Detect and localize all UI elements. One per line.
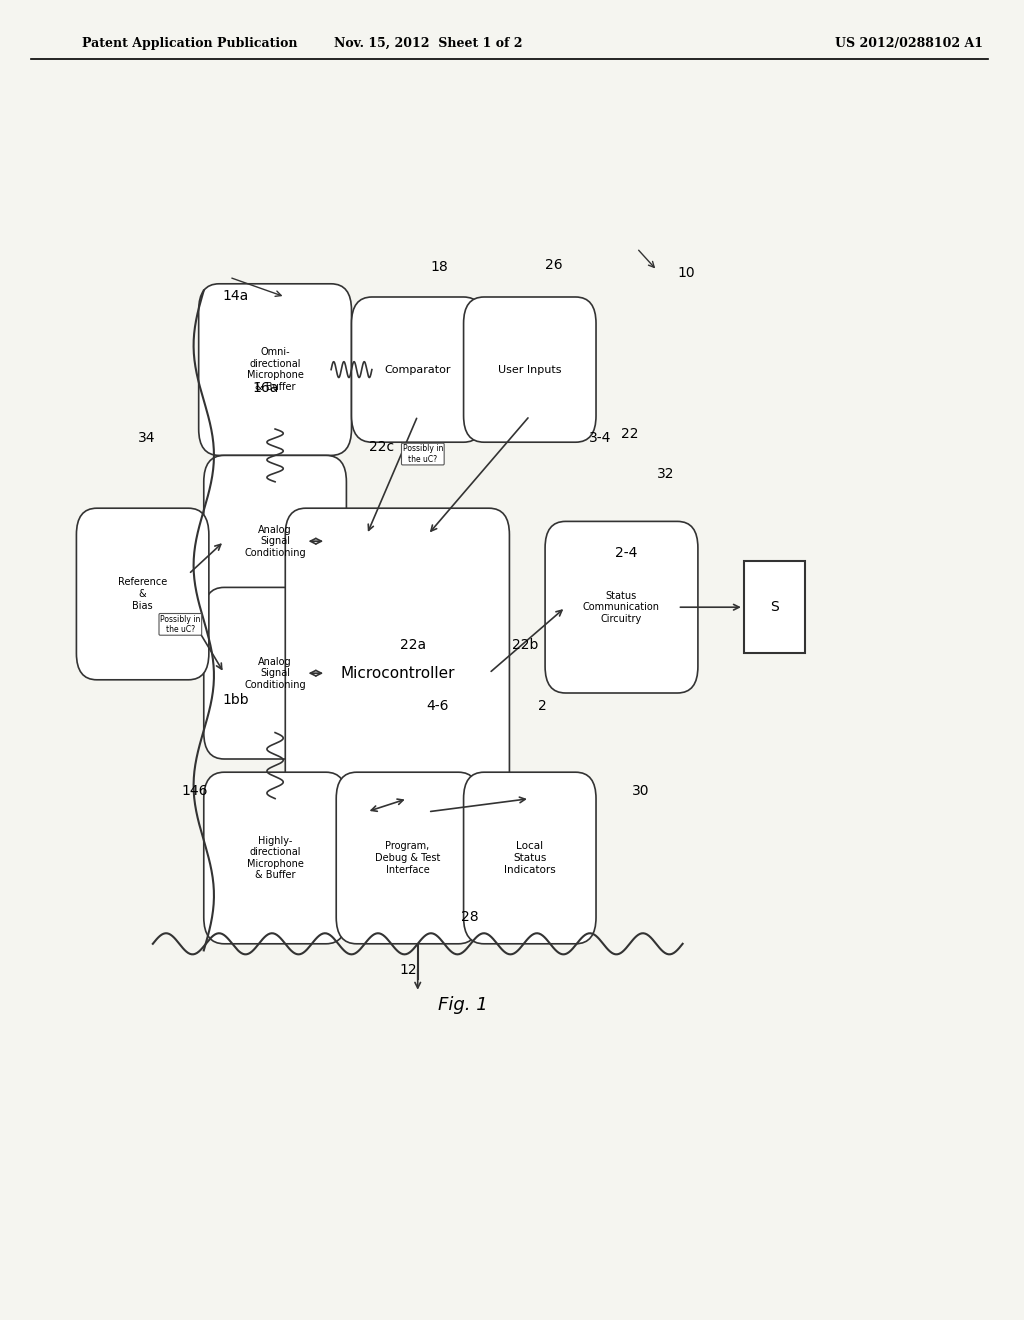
Text: 12: 12 bbox=[399, 964, 417, 977]
Text: 28: 28 bbox=[461, 911, 478, 924]
Text: 22a: 22a bbox=[400, 639, 427, 652]
Text: 10: 10 bbox=[678, 267, 695, 280]
FancyBboxPatch shape bbox=[351, 297, 484, 442]
Text: Local
Status
Indicators: Local Status Indicators bbox=[504, 841, 556, 875]
Text: Highly-
directional
Microphone
& Buffer: Highly- directional Microphone & Buffer bbox=[247, 836, 303, 880]
Text: Reference
&
Bias: Reference & Bias bbox=[118, 577, 167, 611]
Text: 22c: 22c bbox=[369, 441, 394, 454]
Text: 16a: 16a bbox=[253, 381, 280, 395]
Text: Microcontroller: Microcontroller bbox=[340, 665, 455, 681]
Text: 34: 34 bbox=[137, 432, 155, 445]
Text: Analog
Signal
Conditioning: Analog Signal Conditioning bbox=[245, 524, 306, 558]
Text: 4-6: 4-6 bbox=[426, 700, 449, 713]
Text: Nov. 15, 2012  Sheet 1 of 2: Nov. 15, 2012 Sheet 1 of 2 bbox=[334, 37, 522, 50]
FancyBboxPatch shape bbox=[464, 772, 596, 944]
Text: Omni-
directional
Microphone
& Buffer: Omni- directional Microphone & Buffer bbox=[247, 347, 303, 392]
FancyBboxPatch shape bbox=[204, 772, 346, 944]
FancyBboxPatch shape bbox=[204, 455, 346, 627]
FancyBboxPatch shape bbox=[77, 508, 209, 680]
Text: Possibly in
the uC?: Possibly in the uC? bbox=[402, 445, 443, 463]
FancyBboxPatch shape bbox=[286, 508, 509, 838]
Text: User Inputs: User Inputs bbox=[498, 364, 561, 375]
Text: 26: 26 bbox=[545, 259, 563, 272]
Text: 2: 2 bbox=[538, 700, 547, 713]
Text: 22b: 22b bbox=[512, 639, 539, 652]
Text: US 2012/0288102 A1: US 2012/0288102 A1 bbox=[836, 37, 983, 50]
Text: 2-4: 2-4 bbox=[615, 546, 638, 560]
Text: 3-4: 3-4 bbox=[589, 432, 611, 445]
FancyBboxPatch shape bbox=[545, 521, 698, 693]
FancyBboxPatch shape bbox=[199, 284, 351, 455]
FancyBboxPatch shape bbox=[204, 587, 346, 759]
Text: 30: 30 bbox=[632, 784, 649, 797]
Text: Possibly in
the uC?: Possibly in the uC? bbox=[160, 615, 201, 634]
Text: Fig. 1: Fig. 1 bbox=[438, 995, 487, 1014]
Bar bbox=[743, 561, 805, 653]
Text: Program,
Debug & Test
Interface: Program, Debug & Test Interface bbox=[375, 841, 440, 875]
Text: Status
Communication
Circuitry: Status Communication Circuitry bbox=[583, 590, 660, 624]
FancyBboxPatch shape bbox=[464, 297, 596, 442]
Text: Analog
Signal
Conditioning: Analog Signal Conditioning bbox=[245, 656, 306, 690]
Text: Patent Application Publication: Patent Application Publication bbox=[82, 37, 297, 50]
Text: Comparator: Comparator bbox=[384, 364, 451, 375]
Text: 32: 32 bbox=[657, 467, 675, 480]
Text: 1bb: 1bb bbox=[222, 693, 249, 706]
Text: 146: 146 bbox=[181, 784, 208, 797]
Text: 22: 22 bbox=[622, 428, 639, 441]
Text: S: S bbox=[770, 601, 778, 614]
Text: 18: 18 bbox=[430, 260, 447, 273]
FancyBboxPatch shape bbox=[336, 772, 479, 944]
Text: 14a: 14a bbox=[222, 289, 249, 302]
